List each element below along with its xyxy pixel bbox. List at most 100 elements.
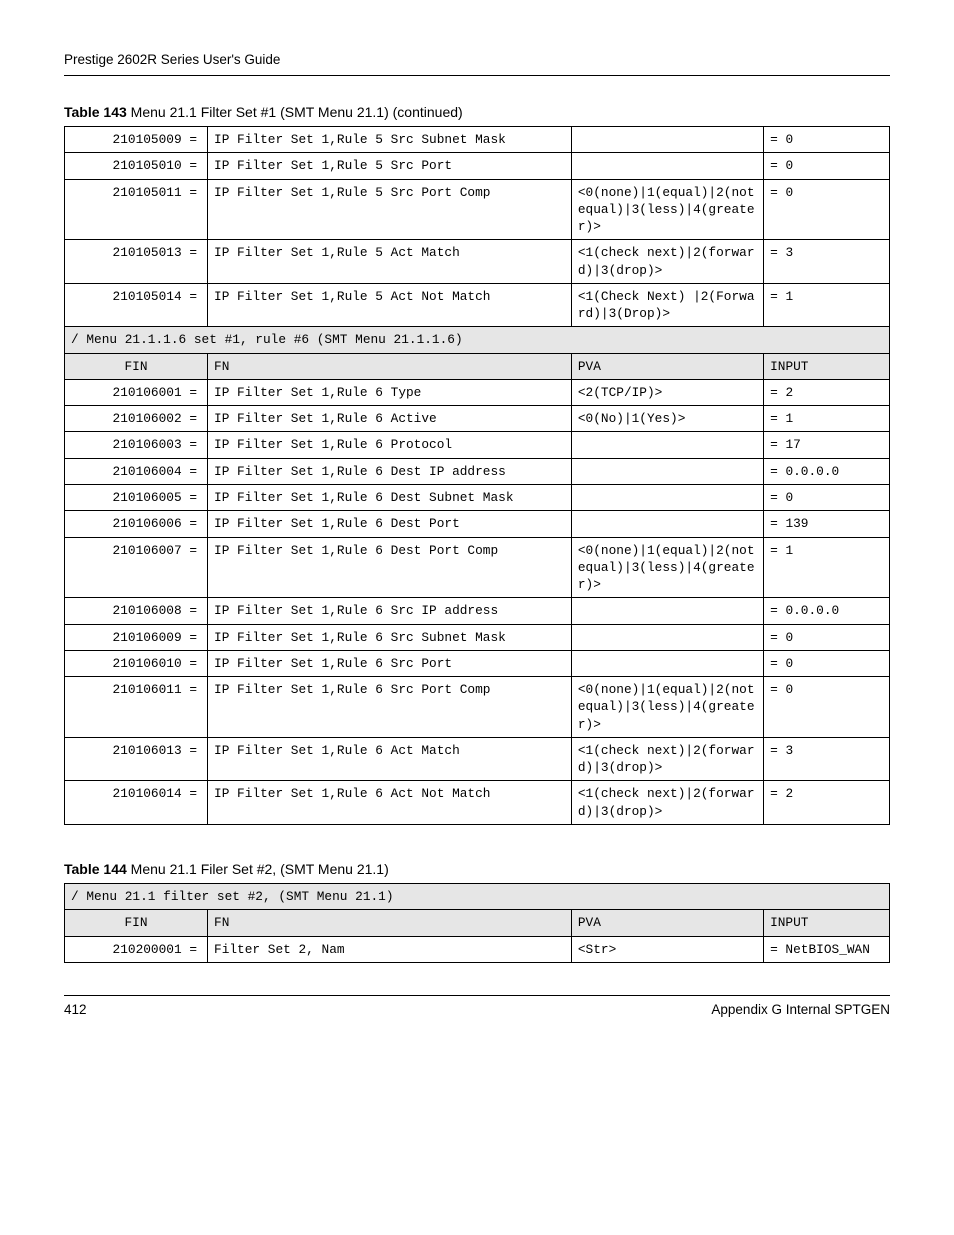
cell-fn: IP Filter Set 1,Rule 6 Dest IP address <box>208 458 572 484</box>
cell-fn: IP Filter Set 1,Rule 6 Active <box>208 406 572 432</box>
cell-input: = 139 <box>764 511 890 537</box>
table-143-section-header: / Menu 21.1.1.6 set #1, rule #6 (SMT Men… <box>65 327 890 353</box>
cell-pva: <Str> <box>571 936 763 962</box>
cell-fn: IP Filter Set 1,Rule 5 Act Match <box>208 240 572 284</box>
table-144-colheader-row: FIN FN PVA INPUT <box>65 910 890 936</box>
table-row: 210105011 =IP Filter Set 1,Rule 5 Src Po… <box>65 179 890 240</box>
cell-fn: IP Filter Set 1,Rule 5 Src Subnet Mask <box>208 127 572 153</box>
table-143-colheader-row: FIN FN PVA INPUT <box>65 353 890 379</box>
cell-pva: <1(check next)|2(forward)|3(drop)> <box>571 240 763 284</box>
cell-input: = 0 <box>764 179 890 240</box>
col-header-fn: FN <box>208 353 572 379</box>
col-header-fn: FN <box>208 910 572 936</box>
cell-input: = 3 <box>764 240 890 284</box>
cell-pva <box>571 432 763 458</box>
cell-fin: 210105013 = <box>65 240 208 284</box>
cell-input: = 2 <box>764 379 890 405</box>
page-header: Prestige 2602R Series User's Guide <box>64 52 890 67</box>
cell-fin: 210106003 = <box>65 432 208 458</box>
table-143-section-row: / Menu 21.1.1.6 set #1, rule #6 (SMT Men… <box>65 327 890 353</box>
cell-pva: <0(No)|1(Yes)> <box>571 406 763 432</box>
table-144-section-row: / Menu 21.1 filter set #2, (SMT Menu 21.… <box>65 883 890 909</box>
col-header-input: INPUT <box>764 353 890 379</box>
cell-fn: IP Filter Set 1,Rule 6 Type <box>208 379 572 405</box>
cell-fn: IP Filter Set 1,Rule 6 Src IP address <box>208 598 572 624</box>
cell-input: = 0 <box>764 650 890 676</box>
cell-input: = 0 <box>764 677 890 738</box>
table-144-caption-rest: Menu 21.1 Filer Set #2, (SMT Menu 21.1) <box>127 861 389 877</box>
cell-pva <box>571 650 763 676</box>
cell-pva <box>571 458 763 484</box>
cell-fn: Filter Set 2, Nam <box>208 936 572 962</box>
cell-fn: IP Filter Set 1,Rule 6 Protocol <box>208 432 572 458</box>
cell-fin: 210106004 = <box>65 458 208 484</box>
col-header-input: INPUT <box>764 910 890 936</box>
table-row: 210105014 =IP Filter Set 1,Rule 5 Act No… <box>65 283 890 327</box>
cell-pva: <1(check next)|2(forward)|3(drop)> <box>571 781 763 825</box>
cell-fin: 210106009 = <box>65 624 208 650</box>
col-header-pva: PVA <box>571 353 763 379</box>
cell-input: = 17 <box>764 432 890 458</box>
cell-pva <box>571 511 763 537</box>
cell-fin: 210105010 = <box>65 153 208 179</box>
table-row: 210106004 =IP Filter Set 1,Rule 6 Dest I… <box>65 458 890 484</box>
table-143-caption-rest: Menu 21.1 Filter Set #1 (SMT Menu 21.1) … <box>127 104 463 120</box>
cell-fin: 210106010 = <box>65 650 208 676</box>
table-144-caption: Table 144 Menu 21.1 Filer Set #2, (SMT M… <box>64 861 890 877</box>
cell-fin: 210105014 = <box>65 283 208 327</box>
cell-fn: IP Filter Set 1,Rule 5 Act Not Match <box>208 283 572 327</box>
cell-fn: IP Filter Set 1,Rule 6 Src Port Comp <box>208 677 572 738</box>
cell-pva <box>571 598 763 624</box>
cell-fin: 210106002 = <box>65 406 208 432</box>
cell-input: = NetBIOS_WAN <box>764 936 890 962</box>
table-row: 210105009 =IP Filter Set 1,Rule 5 Src Su… <box>65 127 890 153</box>
cell-fin: 210106014 = <box>65 781 208 825</box>
cell-input: = 1 <box>764 537 890 598</box>
cell-pva <box>571 153 763 179</box>
cell-fn: IP Filter Set 1,Rule 6 Dest Port Comp <box>208 537 572 598</box>
cell-fn: IP Filter Set 1,Rule 6 Dest Port <box>208 511 572 537</box>
table-144: / Menu 21.1 filter set #2, (SMT Menu 21.… <box>64 883 890 963</box>
cell-pva: <0(none)|1(equal)|2(not equal)|3(less)|4… <box>571 537 763 598</box>
table-row: 210105010 =IP Filter Set 1,Rule 5 Src Po… <box>65 153 890 179</box>
cell-fin: 210105011 = <box>65 179 208 240</box>
cell-input: = 1 <box>764 283 890 327</box>
cell-pva: <0(none)|1(equal)|2(not equal)|3(less)|4… <box>571 179 763 240</box>
cell-fn: IP Filter Set 1,Rule 6 Src Port <box>208 650 572 676</box>
cell-fn: IP Filter Set 1,Rule 5 Src Port Comp <box>208 179 572 240</box>
table-row: 210106007 =IP Filter Set 1,Rule 6 Dest P… <box>65 537 890 598</box>
cell-pva: <1(check next)|2(forward)|3(drop)> <box>571 737 763 781</box>
footer-appendix: Appendix G Internal SPTGEN <box>711 1002 890 1017</box>
table-143: 210105009 =IP Filter Set 1,Rule 5 Src Su… <box>64 126 890 825</box>
cell-fin: 210105009 = <box>65 127 208 153</box>
cell-fin: 210106008 = <box>65 598 208 624</box>
cell-input: = 3 <box>764 737 890 781</box>
table-row: 210106010 =IP Filter Set 1,Rule 6 Src Po… <box>65 650 890 676</box>
cell-fin: 210106005 = <box>65 484 208 510</box>
table-row: 210200001 =Filter Set 2, Nam<Str>= NetBI… <box>65 936 890 962</box>
table-144-caption-bold: Table 144 <box>64 861 127 877</box>
table-row: 210106013 =IP Filter Set 1,Rule 6 Act Ma… <box>65 737 890 781</box>
cell-pva: <2(TCP/IP)> <box>571 379 763 405</box>
cell-fin: 210106006 = <box>65 511 208 537</box>
cell-input: = 0.0.0.0 <box>764 598 890 624</box>
cell-fn: IP Filter Set 1,Rule 6 Dest Subnet Mask <box>208 484 572 510</box>
cell-input: = 0 <box>764 153 890 179</box>
table-row: 210106002 =IP Filter Set 1,Rule 6 Active… <box>65 406 890 432</box>
footer-page-number: 412 <box>64 1002 87 1017</box>
cell-input: = 0 <box>764 127 890 153</box>
cell-fn: IP Filter Set 1,Rule 6 Act Not Match <box>208 781 572 825</box>
table-row: 210106014 =IP Filter Set 1,Rule 6 Act No… <box>65 781 890 825</box>
cell-input: = 2 <box>764 781 890 825</box>
cell-fn: IP Filter Set 1,Rule 6 Act Match <box>208 737 572 781</box>
cell-pva: <0(none)|1(equal)|2(not equal)|3(less)|4… <box>571 677 763 738</box>
cell-fn: IP Filter Set 1,Rule 6 Src Subnet Mask <box>208 624 572 650</box>
cell-input: = 0.0.0.0 <box>764 458 890 484</box>
table-row: 210105013 =IP Filter Set 1,Rule 5 Act Ma… <box>65 240 890 284</box>
table-row: 210106001 =IP Filter Set 1,Rule 6 Type<2… <box>65 379 890 405</box>
table-144-section-header: / Menu 21.1 filter set #2, (SMT Menu 21.… <box>65 883 890 909</box>
cell-fin: 210106001 = <box>65 379 208 405</box>
col-header-fin: FIN <box>65 353 208 379</box>
table-143-caption-bold: Table 143 <box>64 104 127 120</box>
cell-fin: 210200001 = <box>65 936 208 962</box>
